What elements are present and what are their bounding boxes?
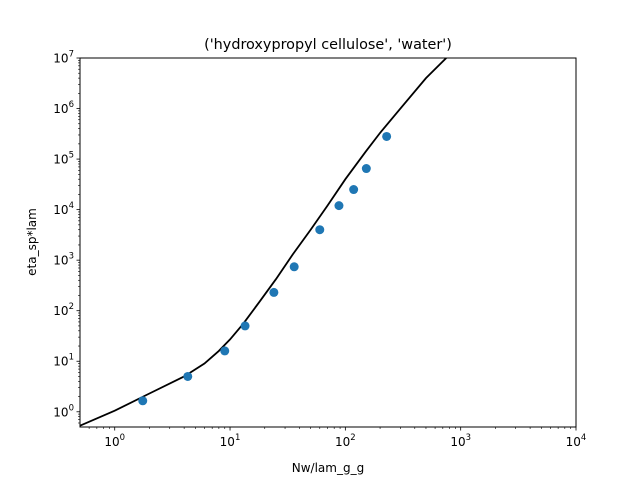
data-point-0 [138,396,148,406]
data-point-4 [269,287,279,297]
data-point-7 [334,201,344,211]
y-tick-label-7: 107 [53,50,74,66]
data-point-1 [183,371,193,381]
x-axis-label: Nw/lam_g_g [292,461,364,475]
chart-title: ('hydroxypropyl cellulose', 'water') [204,37,452,53]
data-point-3 [240,321,250,331]
y-tick-label-6: 106 [53,100,74,116]
axes-frame [79,57,577,428]
plot-content [80,58,447,427]
y-axis-ticks: 100 101 102 103 104 105 106 107 [53,50,80,424]
data-point-8 [349,185,359,195]
y-tick-label-3: 103 [53,252,74,268]
data-point-6 [315,225,325,235]
y-tick-label-0: 100 [53,403,74,419]
x-axis-ticks: 100 101 102 103 104 [88,427,587,449]
y-axis-label: eta_sp*lam [25,208,39,276]
y-tick-label-4: 104 [53,201,74,217]
y-tick-label-2: 102 [53,302,74,318]
fit-curve [80,58,447,427]
x-tick-label-0: 100 [104,433,125,449]
data-point-5 [289,262,299,272]
x-tick-label-4: 104 [566,433,587,449]
x-tick-label-2: 102 [335,433,356,449]
data-point-10 [382,131,392,141]
x-tick-label-3: 103 [450,433,471,449]
y-tick-label-1: 101 [53,353,74,369]
data-point-9 [361,164,371,174]
x-tick-label-1: 101 [220,433,241,449]
y-tick-label-5: 105 [53,151,74,167]
data-point-2 [220,346,230,356]
